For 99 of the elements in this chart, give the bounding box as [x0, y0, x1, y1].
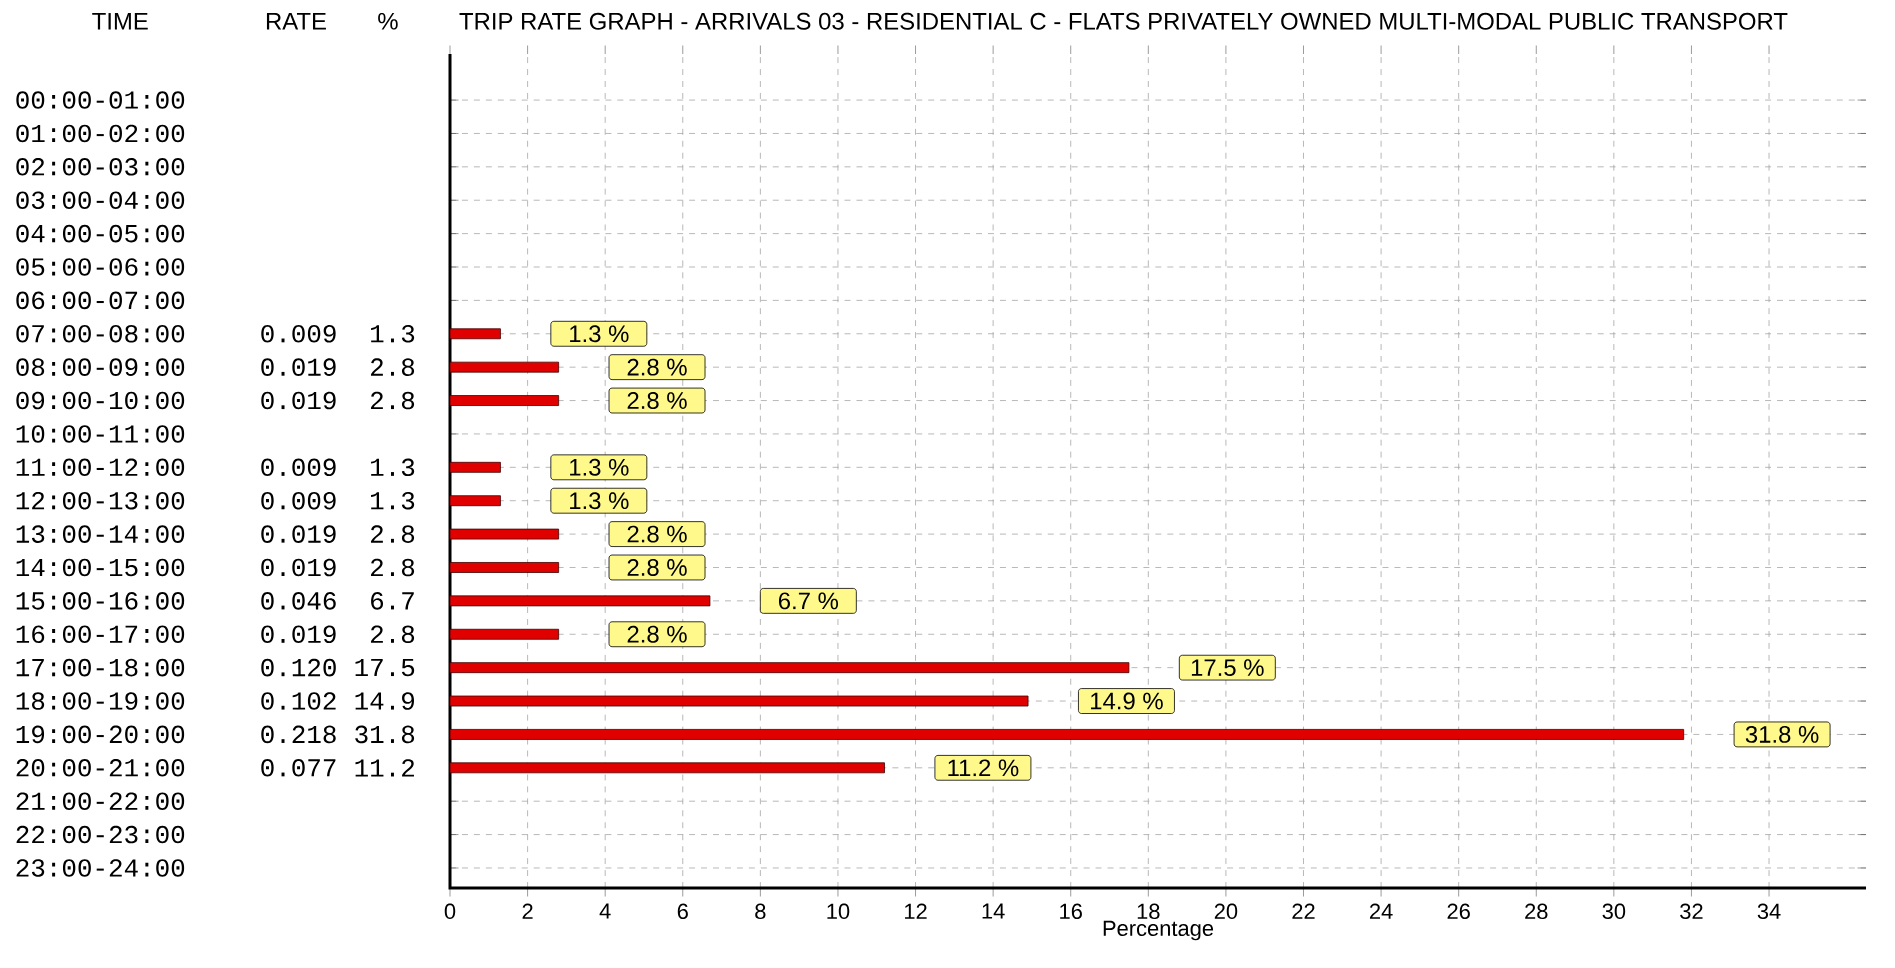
- text: 0.120: [261, 658, 336, 677]
- text: 0.019: [261, 558, 336, 577]
- bar: [449, 328, 501, 340]
- bar: [449, 461, 501, 473]
- data-label: 2.8 %: [627, 392, 687, 409]
- y-tick-label: 14:00-15:00: [16, 558, 185, 577]
- text: 1.3: [371, 324, 415, 343]
- y-tick-label: 20:00-21:00: [16, 759, 185, 777]
- text: 14.9: [355, 692, 414, 710]
- chart-title: TRIP RATE GRAPH - ARRIVALS 03 - RESIDENTIAL C - FLATS PRIVATELY OWNED MULTI-MODAL PUBLIC TRANSPORT: [459, 12, 1788, 30]
- text: 0.009: [261, 458, 336, 477]
- text: RATE: [266, 13, 326, 30]
- y-axis-title: TIME: [92, 13, 148, 30]
- text: 0.218: [261, 725, 336, 744]
- y-tick-label: 12:00-13:00: [16, 491, 185, 510]
- text: 0.077: [261, 759, 336, 777]
- y-tick-label: 13:00-14:00: [16, 525, 185, 543]
- bar: [449, 695, 1029, 707]
- x-tick-label: 30: [1602, 903, 1626, 920]
- x-tick-label: 10: [827, 903, 850, 920]
- data-label: 6.7 %: [778, 592, 839, 610]
- x-tick-label: 12: [905, 903, 927, 919]
- bar: [449, 562, 560, 573]
- bar: [449, 495, 501, 507]
- y-tick-label: 21:00-22:00: [16, 792, 185, 810]
- text: 0.019: [261, 525, 336, 543]
- x-axis-title: Percentage: [1103, 920, 1214, 941]
- text: 2.8: [370, 391, 415, 410]
- text: 0.019: [261, 391, 336, 410]
- bar: [449, 729, 1685, 740]
- y-tick-label: 02:00-03:00: [16, 158, 185, 176]
- text: 0.102: [261, 692, 336, 710]
- text: 17.5: [355, 658, 415, 677]
- data-label: 1.3 %: [570, 325, 629, 343]
- x-tick-label: 34: [1757, 903, 1781, 920]
- data-label: 2.8 %: [627, 358, 687, 376]
- text: 2.8: [370, 625, 415, 644]
- data-label: 11.2 %: [948, 759, 1019, 777]
- x-tick-label: 26: [1447, 903, 1470, 920]
- data-label: 1.3 %: [570, 458, 629, 476]
- x-tick-label: 16: [1060, 903, 1082, 920]
- text: 0.046: [261, 592, 336, 610]
- bar: [449, 662, 1130, 674]
- y-tick-label: 11:00-12:00: [16, 458, 185, 477]
- y-tick-label: 10:00-11:00: [16, 425, 185, 443]
- text: 2.8: [370, 358, 415, 376]
- bar: [449, 528, 560, 540]
- x-tick-label: 28: [1525, 903, 1548, 920]
- y-tick-label: 17:00-18:00: [16, 658, 185, 677]
- data-label: 17.5 %: [1191, 659, 1264, 677]
- text: 0.019: [261, 625, 336, 644]
- y-tick-label: 07:00-08:00: [16, 324, 185, 343]
- text: 0.009: [261, 324, 336, 343]
- x-tick-label: 4: [599, 903, 611, 919]
- y-tick-label: 05:00-06:00: [16, 258, 185, 276]
- x-tick-label: 6: [677, 903, 688, 920]
- text: 31.8: [355, 725, 415, 744]
- y-tick-label: 04:00-05:00: [16, 224, 185, 243]
- bar: [449, 395, 560, 406]
- bar: [449, 595, 711, 607]
- y-tick-label: 06:00-07:00: [16, 291, 185, 310]
- data-label: 2.8 %: [627, 559, 687, 576]
- data-label: 2.8 %: [627, 625, 687, 643]
- x-tick-label: 0: [444, 903, 456, 920]
- text: 0.009: [261, 491, 336, 510]
- text: 2.8: [370, 525, 415, 543]
- text: 11.2: [355, 759, 414, 777]
- x-tick-label: 24: [1369, 903, 1393, 919]
- x-tick-label: 8: [755, 903, 766, 920]
- data-label: 31.8 %: [1745, 725, 1819, 743]
- bar: [449, 628, 560, 640]
- text: 1.3: [371, 458, 415, 477]
- x-tick-label: 20: [1214, 903, 1238, 920]
- x-tick-label: 2: [522, 903, 533, 919]
- y-tick-label: 01:00-02:00: [16, 124, 185, 143]
- text: 0.019: [261, 358, 336, 376]
- text: %: [378, 12, 398, 30]
- y-tick-label: 03:00-04:00: [16, 191, 185, 210]
- y-tick-label: 00:00-01:00: [16, 91, 185, 109]
- data-label: 1.3 %: [570, 492, 629, 510]
- y-tick-label: 23:00-24:00: [16, 859, 185, 877]
- x-tick-label: 22: [1292, 903, 1315, 919]
- text: 1.3: [371, 491, 415, 510]
- data-label: 14.9 %: [1091, 692, 1163, 710]
- bar: [449, 762, 885, 774]
- y-tick-label: 08:00-09:00: [16, 358, 185, 376]
- x-tick-label: 14: [982, 903, 1005, 919]
- x-tick-label: 18: [1137, 903, 1160, 920]
- y-tick-label: 19:00-20:00: [16, 725, 185, 744]
- data-label: 2.8 %: [627, 525, 687, 543]
- y-tick-label: 15:00-16:00: [16, 592, 185, 610]
- x-tick-label: 32: [1680, 903, 1703, 920]
- y-tick-label: 22:00-23:00: [16, 825, 185, 844]
- y-tick-label: 09:00-10:00: [16, 391, 185, 410]
- text: 6.7: [371, 592, 414, 610]
- text: 2.8: [370, 558, 415, 577]
- bar: [449, 361, 560, 373]
- y-tick-label: 18:00-19:00: [16, 692, 185, 710]
- y-tick-label: 16:00-17:00: [16, 625, 185, 644]
